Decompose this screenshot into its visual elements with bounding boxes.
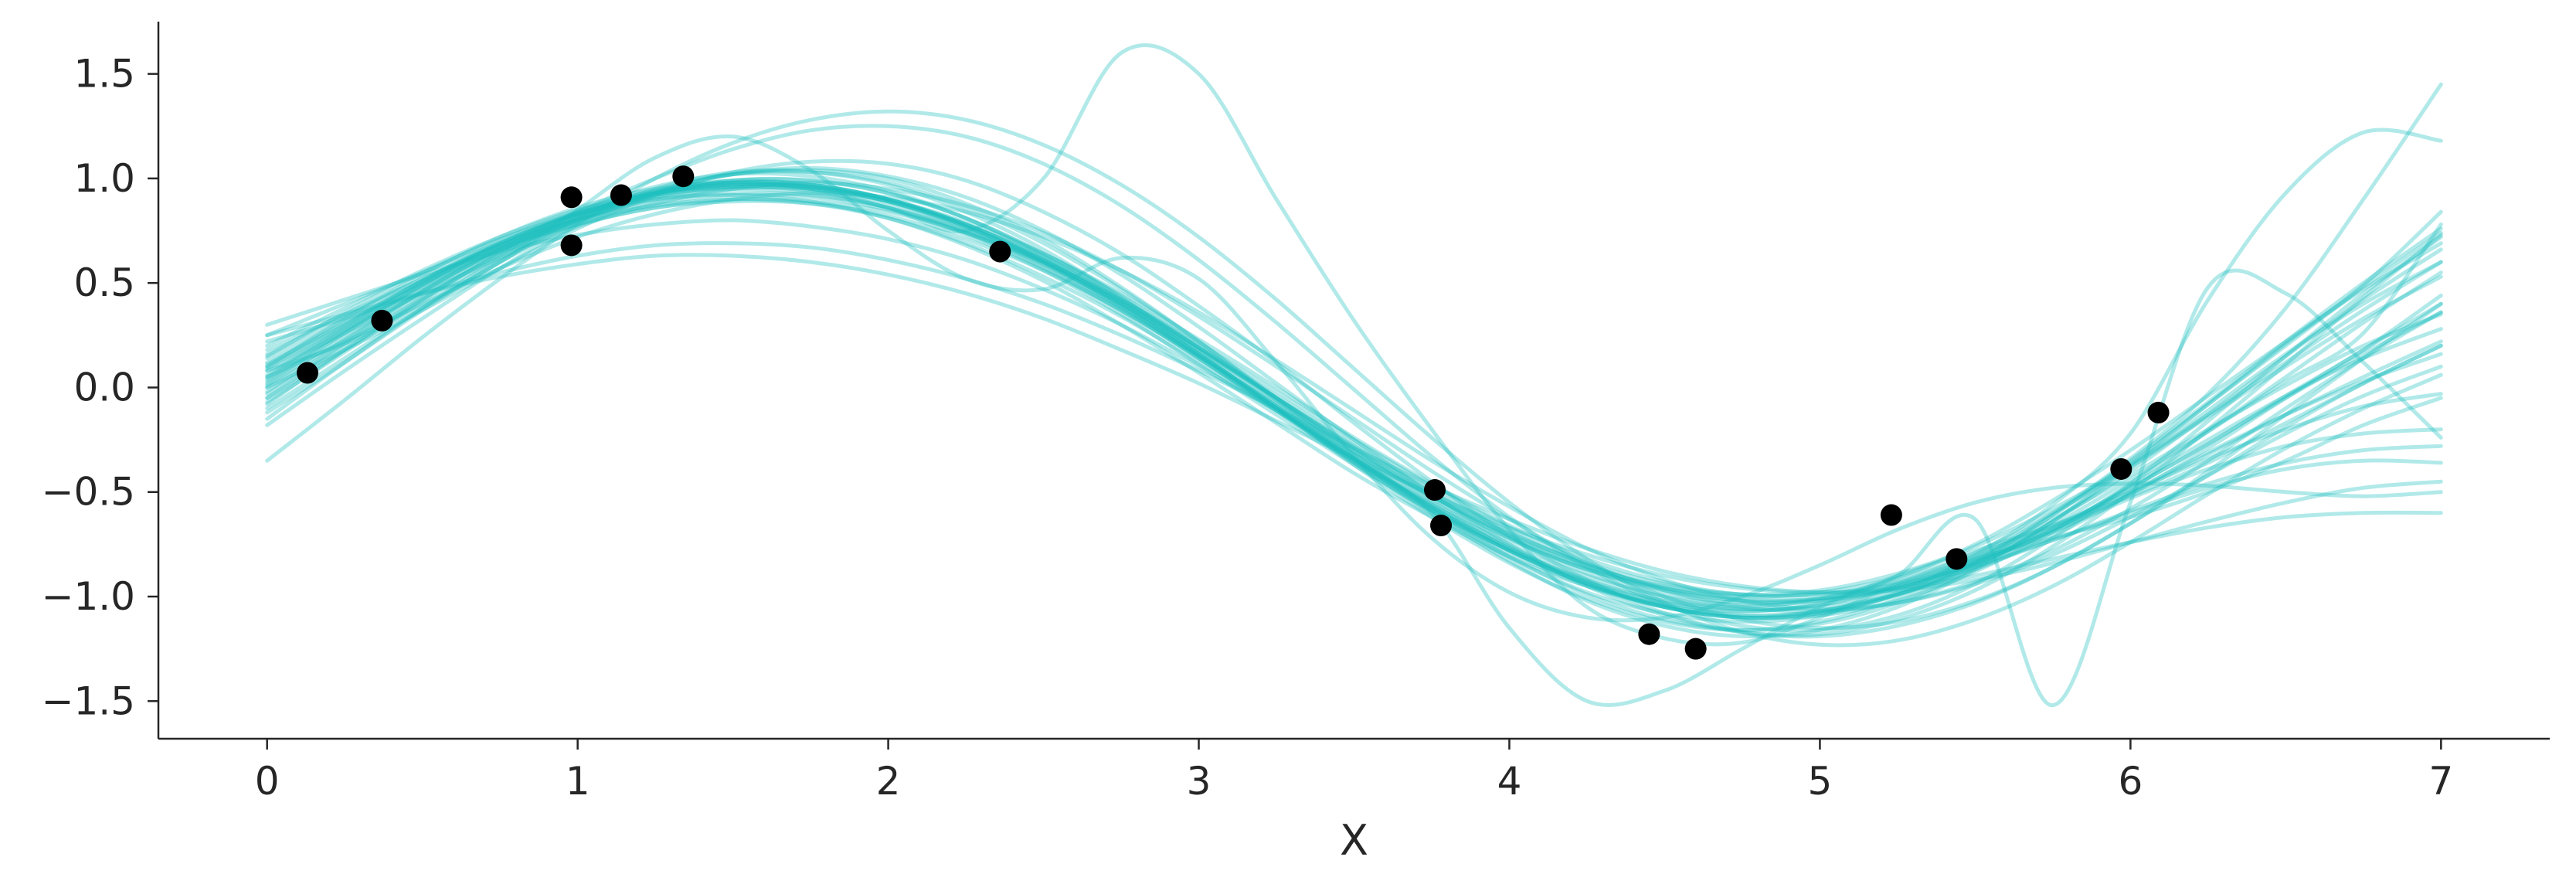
observed-point	[672, 165, 695, 188]
sample-curve	[265, 191, 2443, 611]
observed-point	[2110, 457, 2133, 480]
observed-points	[296, 165, 2170, 660]
y-tick-label: −0.5	[42, 470, 135, 515]
sample-curve	[265, 176, 2443, 620]
sample-curve	[265, 192, 2443, 603]
y-tick-label: 1.0	[73, 156, 135, 201]
observed-point	[1880, 504, 1902, 526]
y-tick-label: 0.5	[73, 260, 135, 305]
observed-point	[296, 362, 318, 384]
sample-curve	[265, 134, 2443, 623]
x-tick-label: 0	[255, 759, 280, 804]
x-tick-label: 1	[566, 759, 590, 804]
sample-curve	[265, 196, 2443, 614]
sample-curve	[265, 168, 2443, 632]
x-tick-label: 6	[2118, 759, 2143, 804]
sample-curve	[265, 180, 2443, 606]
x-ticks: 0 1 2 3 4 5 6 7	[255, 739, 2453, 804]
sample-curve	[265, 241, 2443, 595]
sample-curve	[265, 185, 2443, 708]
y-tick-label: 1.5	[73, 52, 135, 97]
sample-curve	[265, 183, 2443, 620]
observed-point	[1946, 548, 1968, 570]
y-tick-label: −1.5	[42, 678, 135, 723]
sample-curve	[265, 186, 2443, 607]
sample-curve	[265, 168, 2443, 639]
sample-curve	[265, 218, 2443, 598]
y-ticks: −1.5 −1.0 −0.5 0.0 0.5 1.0 1.5	[42, 52, 158, 723]
x-axis-title: X	[1340, 816, 1368, 865]
sample-curve	[265, 185, 2443, 612]
sample-curve	[265, 177, 2443, 620]
sample-curve	[265, 197, 2443, 599]
observed-point	[1430, 515, 1453, 537]
posterior-sample-curves	[265, 43, 2443, 708]
x-tick-label: 3	[1187, 759, 1212, 804]
observed-point	[1424, 479, 1446, 502]
sample-curve	[265, 199, 2443, 604]
sample-curve	[265, 184, 2443, 597]
observed-point	[371, 309, 393, 332]
sample-curve	[265, 43, 2443, 647]
y-tick-label: 0.0	[73, 365, 135, 410]
observed-point	[989, 240, 1011, 263]
y-tick-label: −1.0	[42, 574, 135, 619]
sample-curve	[265, 182, 2443, 707]
x-tick-label: 5	[1808, 759, 1833, 804]
sample-curve	[265, 109, 2443, 648]
x-tick-label: 2	[876, 759, 901, 804]
sample-curve	[265, 82, 2443, 620]
sample-curve	[265, 171, 2443, 624]
axes: 0 1 2 3 4 5 6 7 −1.5 −1.0 −0.5 0.0 0.5 1.0 1.5 X	[42, 22, 2550, 865]
x-tick-label: 7	[2428, 759, 2453, 804]
sample-curve	[265, 178, 2443, 610]
observed-point	[560, 186, 583, 209]
observed-point	[1638, 623, 1660, 645]
sample-curve	[265, 180, 2443, 631]
observed-point	[2147, 401, 2170, 423]
sample-curve	[265, 169, 2443, 632]
sample-curve	[265, 179, 2443, 618]
sample-curve	[265, 158, 2443, 639]
x-tick-label: 4	[1497, 759, 1522, 804]
observed-point	[610, 184, 632, 206]
sample-curve	[265, 165, 2443, 638]
sample-curve	[265, 182, 2443, 612]
sample-curve	[265, 124, 2443, 633]
observed-point	[1684, 638, 1707, 660]
sample-curve	[265, 193, 2443, 614]
sample-curve	[265, 128, 2443, 618]
sample-curve	[265, 190, 2443, 604]
observed-point	[560, 234, 583, 257]
sample-curve	[265, 253, 2443, 595]
